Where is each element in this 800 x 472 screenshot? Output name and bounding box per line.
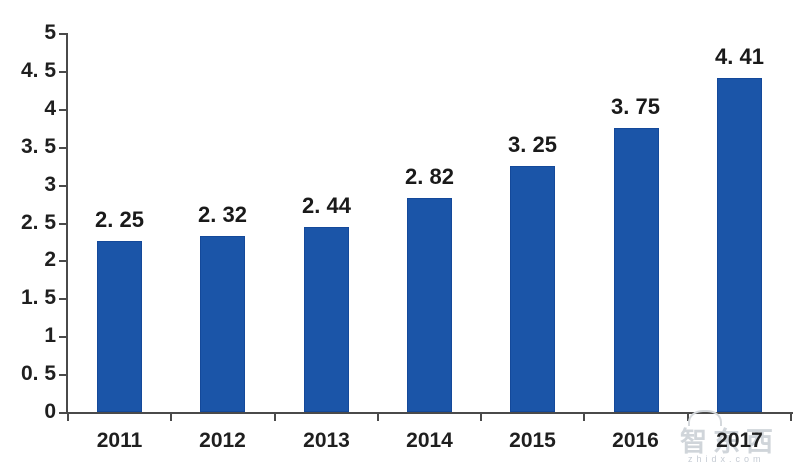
- x-axis-tick: [170, 414, 172, 421]
- bar-value-label: 3. 25: [508, 132, 557, 157]
- x-axis-label: 2015: [509, 429, 556, 452]
- x-axis-tick: [687, 414, 689, 421]
- watermark-domain-text: zhidx.com: [688, 454, 765, 464]
- y-axis-label: 2. 5: [20, 211, 56, 234]
- x-axis-tick: [377, 414, 379, 421]
- bar: [407, 198, 452, 412]
- bar: [717, 78, 762, 412]
- y-axis-label: 4: [44, 97, 56, 120]
- bar-value-label: 2. 82: [405, 164, 454, 189]
- y-axis-label: 3. 5: [20, 135, 56, 158]
- x-axis-label: 2014: [406, 429, 453, 452]
- bar: [200, 236, 245, 412]
- y-axis-tick: [59, 336, 66, 338]
- y-axis-tick: [59, 374, 66, 376]
- y-axis-tick: [59, 33, 66, 35]
- x-axis-tick: [583, 414, 585, 421]
- bar: [97, 241, 142, 412]
- bar: [510, 166, 555, 412]
- bar: [614, 128, 659, 412]
- bar-value-label: 3. 75: [611, 94, 660, 119]
- x-axis-label: 2012: [199, 429, 246, 452]
- y-axis-tick: [59, 147, 66, 149]
- x-axis-label: 2011: [96, 429, 143, 452]
- bar: [304, 227, 349, 412]
- x-axis-tick: [274, 414, 276, 421]
- x-axis-tick: [480, 414, 482, 421]
- y-axis-label: 5: [44, 21, 56, 44]
- x-axis-line: [66, 412, 793, 414]
- y-axis-tick: [59, 71, 66, 73]
- y-axis-label: 0. 5: [20, 362, 56, 385]
- bar-value-label: 2. 32: [198, 202, 247, 227]
- x-axis-tick: [790, 414, 792, 421]
- y-axis-label: 1: [44, 324, 56, 347]
- y-axis-tick: [59, 223, 66, 225]
- y-axis-tick: [59, 185, 66, 187]
- y-axis-tick: [59, 109, 66, 111]
- x-axis-label: 2013: [303, 429, 350, 452]
- y-axis-tick: [59, 260, 66, 262]
- y-axis-line: [66, 33, 68, 414]
- y-axis-label: 1. 5: [20, 286, 56, 309]
- x-axis-tick: [67, 414, 69, 421]
- y-axis-label: 2: [44, 248, 56, 271]
- bar-value-label: 2. 44: [302, 193, 351, 218]
- y-axis-label: 0: [44, 400, 56, 423]
- x-axis-label: 2016: [612, 429, 659, 452]
- y-axis-tick: [59, 298, 66, 300]
- bar-value-label: 4. 41: [715, 44, 764, 69]
- y-axis-tick: [59, 412, 66, 414]
- x-axis-label: 2017: [716, 429, 763, 452]
- bar-value-label: 2. 25: [95, 207, 144, 232]
- y-axis-label: 4. 5: [20, 59, 56, 82]
- y-axis-label: 3: [44, 173, 56, 196]
